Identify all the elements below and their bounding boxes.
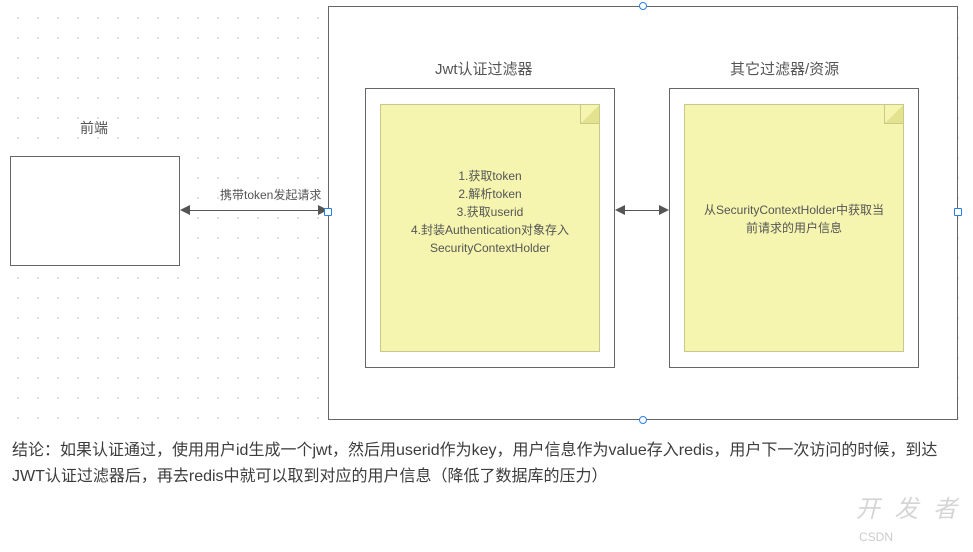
filter2-note: 从SecurityContextHolder中获取当 前请求的用户信息 [684,104,904,352]
arrowhead-left-2 [615,205,625,215]
frontend-label: 前端 [80,118,108,138]
note2-l2: 前请求的用户信息 [685,219,903,237]
arrow1-label: 携带token发起请求 [220,186,321,203]
note1-l2: 2.解析token [381,185,599,203]
description-text: 结论：如果认证通过，使用用户id生成一个jwt，然后用userid作为key，用… [12,438,957,489]
note1-l1: 1.获取token [381,167,599,185]
frontend-box [10,156,180,266]
filter1-title: Jwt认证过滤器 [435,58,533,79]
handle-bottom[interactable] [639,416,647,424]
handle-left[interactable] [324,208,332,216]
arrow-filter1-to-filter2 [625,210,659,211]
note1-l5: SecurityContextHolder [381,239,599,257]
arrowhead-left-1 [180,205,190,215]
note1-l4: 4.封装Authentication对象存入 [381,221,599,239]
filter1-note: 1.获取token 2.解析token 3.获取userid 4.封装Authe… [380,104,600,352]
handle-right[interactable] [954,208,962,216]
note2-l1: 从SecurityContextHolder中获取当 [685,201,903,219]
handle-top[interactable] [639,2,647,10]
arrowhead-right-2 [659,205,669,215]
filter1-note-text: 1.获取token 2.解析token 3.获取userid 4.封装Authe… [381,167,599,257]
watermark-main: 开 发 者 [856,489,961,524]
diagram-canvas: 前端 携带token发起请求 Jwt认证过滤器 1.获取token 2.解析to… [0,0,973,430]
arrow-frontend-to-filter [190,210,318,211]
note1-l3: 3.获取userid [381,203,599,221]
filter2-note-text: 从SecurityContextHolder中获取当 前请求的用户信息 [685,201,903,237]
filter2-title: 其它过滤器/资源 [730,58,839,79]
watermark-sub: CSDN [859,530,893,544]
